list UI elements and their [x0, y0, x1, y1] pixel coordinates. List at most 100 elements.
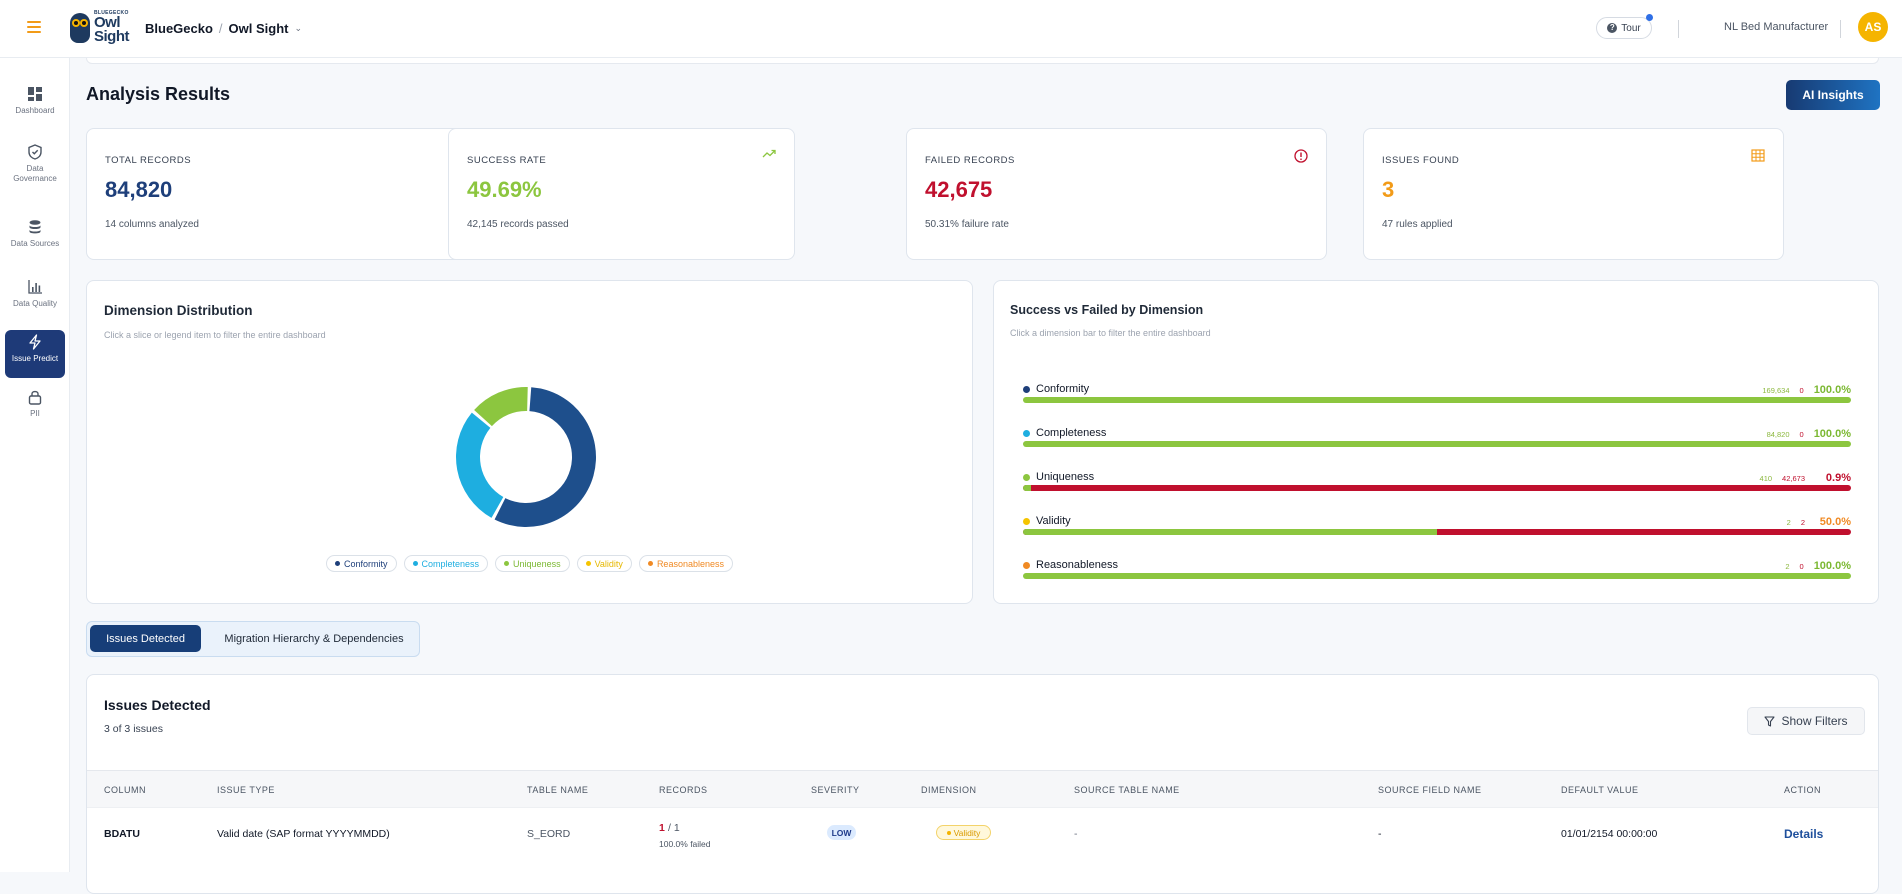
dimension-badge: Validity	[936, 825, 991, 840]
sidebar-item-data-sources[interactable]: Data Sources	[5, 215, 65, 249]
issues-count: 3 of 3 issues	[104, 723, 163, 735]
dimension-label: Completeness	[1036, 427, 1107, 439]
kpi-value: 49.69%	[467, 177, 542, 202]
kpi-card-issues-found: ISSUES FOUND 3 47 rules applied	[1363, 128, 1784, 260]
success-count: 169,634	[1762, 386, 1790, 395]
show-filters-label: Show Filters	[1781, 714, 1848, 728]
sidebar-item-dashboard[interactable]: Dashboard	[5, 82, 65, 116]
donut-chart[interactable]	[450, 381, 602, 533]
kpi-subtext: 47 rules applied	[1382, 219, 1453, 230]
dimension-dot	[1023, 385, 1030, 393]
kpi-subtext: 50.31% failure rate	[925, 219, 1009, 230]
column-header[interactable]: COLUMN	[104, 785, 147, 795]
donut-slice-conformity[interactable]	[494, 387, 596, 527]
success-failed-bar[interactable]	[1023, 529, 1851, 535]
failed-count: 0	[1799, 386, 1804, 395]
sidebar-item-pii[interactable]: PII	[5, 385, 65, 419]
dimension-dot	[1023, 561, 1030, 569]
table-header: COLUMN ISSUE TYPE TABLE NAME RECORDS SEV…	[87, 770, 1878, 808]
column-header[interactable]: ISSUE TYPE	[217, 785, 275, 795]
tour-button[interactable]: ? Tour	[1596, 14, 1653, 39]
column-header[interactable]: SOURCE FIELD NAME	[1378, 785, 1482, 795]
kpi-value: 42,675	[925, 177, 993, 202]
tab-migration-hierarchy[interactable]: Migration Hierarchy & Dependencies	[224, 632, 404, 645]
issues-title: Issues Detected	[104, 697, 211, 713]
kpi-value: 3	[1382, 177, 1395, 202]
alert-circle-icon	[1294, 149, 1308, 163]
success-pct: 100.0%	[1813, 560, 1851, 572]
legend-item-reasonableness[interactable]: Reasonableness	[638, 555, 733, 572]
project-selector[interactable]: Owl Sight	[228, 21, 289, 36]
legend-label: Completeness	[421, 558, 480, 569]
issues-panel: Issues Detected 3 of 3 issues Show Filte…	[86, 674, 1879, 894]
cell-table-name: S_EORD	[527, 828, 571, 840]
failed-count: 2	[1800, 518, 1805, 527]
show-filters-button[interactable]: Show Filters	[1747, 707, 1865, 735]
column-header[interactable]: SEVERITY	[811, 785, 860, 795]
dimension-stats: 84,820 0 100.0%	[1767, 428, 1851, 440]
column-header[interactable]: ACTION	[1784, 785, 1822, 795]
chevron-down-icon[interactable]: ⌄	[294, 23, 303, 33]
success-failed-bar[interactable]	[1023, 397, 1851, 403]
grid-icon	[1751, 149, 1765, 162]
success-pct: 100.0%	[1813, 384, 1851, 396]
view-tabs: Issues Detected Migration Hierarchy & De…	[86, 621, 420, 657]
bar-chart-icon	[28, 280, 42, 294]
user-avatar[interactable]: AS	[1858, 12, 1888, 42]
collapsed-panel	[86, 58, 1879, 64]
dimension-name: Conformity	[1023, 383, 1089, 395]
success-count: 84,820	[1766, 430, 1790, 439]
sidebar-item-label: Dashboard	[15, 106, 55, 115]
sidebar-item-data-quality[interactable]: Data Quality	[5, 275, 65, 309]
panel-subtitle: Click a dimension bar to filter the enti…	[1010, 328, 1211, 338]
top-bar: BLUEGECKO Owl Sight BlueGecko / Owl Sigh…	[0, 0, 1902, 58]
dimension-name: Reasonableness	[1023, 559, 1118, 571]
success-fill	[1023, 529, 1437, 535]
success-fill	[1023, 441, 1851, 447]
column-header[interactable]: TABLE NAME	[527, 785, 589, 795]
sidebar-item-label-line2: Governance	[13, 174, 57, 183]
lock-icon	[28, 390, 42, 405]
column-header[interactable]: RECORDS	[659, 785, 708, 795]
donut-slice-completeness[interactable]	[456, 412, 504, 518]
app-logo[interactable]: BLUEGECKO Owl Sight	[68, 8, 130, 46]
legend-item-conformity[interactable]: Conformity	[326, 555, 397, 572]
ai-insights-button[interactable]: AI Insights	[1786, 80, 1880, 110]
menu-icon[interactable]	[27, 21, 41, 33]
column-header[interactable]: DIMENSION	[921, 785, 977, 795]
tab-issues-detected[interactable]: Issues Detected	[90, 625, 201, 652]
success-pct: 0.9%	[1825, 472, 1851, 484]
column-header[interactable]: SOURCE TABLE NAME	[1074, 785, 1180, 795]
cell-column: BDATU	[104, 828, 140, 840]
legend-item-uniqueness[interactable]: Uniqueness	[495, 555, 570, 572]
sidebar-item-data-governance[interactable]: Data Governance	[5, 140, 65, 184]
legend-label: Uniqueness	[513, 558, 561, 569]
success-failed-bar[interactable]	[1023, 441, 1851, 447]
dimension-dot	[1023, 517, 1030, 525]
sidebar-item-label: Data	[26, 164, 44, 173]
success-pct: 50.0%	[1819, 516, 1851, 528]
kpi-label: FAILED RECORDS	[925, 155, 1015, 166]
legend-item-completeness[interactable]: Completeness	[403, 555, 489, 572]
success-count: 410	[1759, 474, 1773, 483]
filter-icon	[1764, 715, 1776, 727]
donut-slice-uniqueness[interactable]	[474, 387, 528, 427]
sidebar-item-issue-predict[interactable]: Issue Predict	[5, 330, 65, 378]
dimension-dot	[1023, 473, 1030, 481]
breadcrumb-org[interactable]: BlueGecko	[145, 21, 213, 36]
main-content: Analysis Results AI Insights TOTAL RECOR…	[70, 58, 1902, 894]
column-header[interactable]: DEFAULT VALUE	[1561, 785, 1639, 795]
success-vs-failed-panel: Success vs Failed by Dimension Click a d…	[993, 280, 1879, 604]
notification-dot	[1646, 14, 1653, 21]
success-pct: 100.0%	[1813, 428, 1851, 440]
sidebar: Dashboard Data Governance Data Sources D…	[0, 58, 70, 872]
company-name[interactable]: NL Bed Manufacturer	[1724, 21, 1829, 33]
dimension-stats: 169,634 0 100.0%	[1762, 384, 1851, 396]
tour-label: Tour	[1621, 22, 1641, 34]
details-link[interactable]: Details	[1784, 827, 1824, 841]
success-failed-bar[interactable]	[1023, 485, 1851, 491]
kpi-subtext: 42,145 records passed	[467, 219, 569, 230]
success-failed-bar[interactable]	[1023, 573, 1851, 579]
legend-item-validity[interactable]: Validity	[576, 555, 632, 572]
dimension-badge-label: Validity	[953, 827, 981, 838]
